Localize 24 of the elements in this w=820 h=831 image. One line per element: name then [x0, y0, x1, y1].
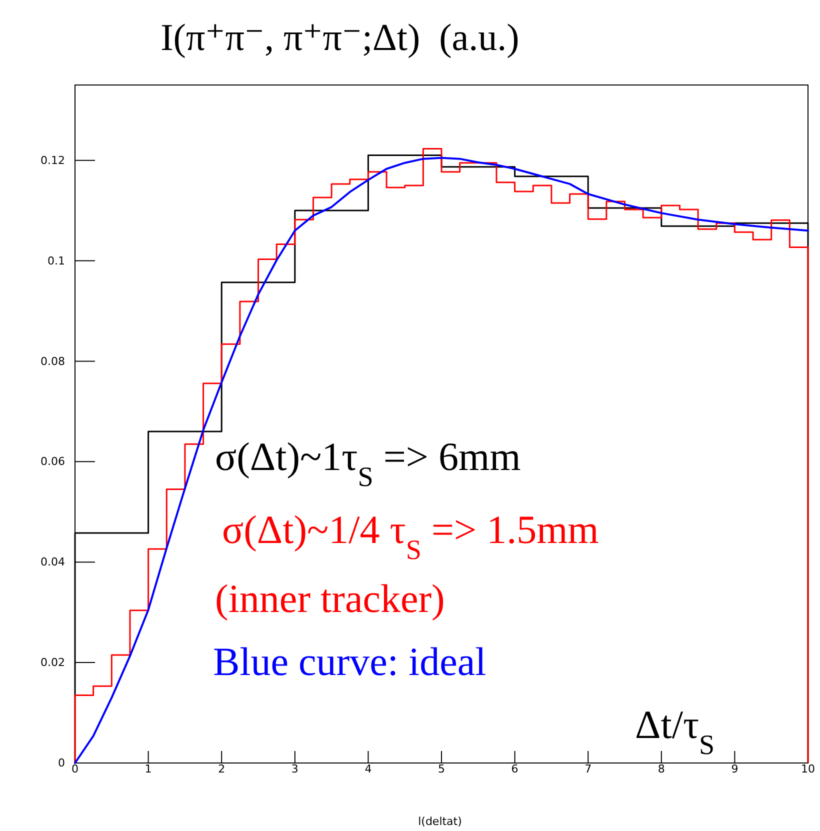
chart-title: I(π⁺π⁻, π⁺π⁻;Δt) (a.u.): [160, 17, 520, 59]
y-tick-label: 0.06: [40, 455, 65, 468]
y-tick-label: 0.04: [40, 556, 65, 569]
y-tick-label: 0.1: [48, 254, 65, 268]
annotation: σ(Δt)~1/4 τ$_{S}$ => 1.5mm: [222, 507, 599, 566]
y-tick-label: 0.08: [40, 354, 65, 368]
x-tick-label: 0: [72, 762, 78, 776]
annotation: Blue curve: ideal: [213, 639, 486, 684]
x-tick-label: 2: [218, 762, 226, 776]
x-tick-label: 10: [801, 762, 815, 776]
x-tick-label: 5: [438, 762, 445, 776]
x-tick-label: 4: [364, 762, 372, 776]
x-tick-label: 3: [291, 762, 298, 776]
y-tick-label: 0.02: [40, 656, 65, 670]
y-tick-label: 0.12: [40, 154, 65, 167]
x-tick-label: 9: [731, 762, 738, 776]
x-axis-title: l(deltat): [418, 815, 462, 828]
annotation: Δt/τ$_{S}$: [635, 702, 715, 760]
x-tick-label: 1: [144, 762, 152, 776]
annotation: σ(Δt)~1τ$_{S}$ => 6mm: [215, 434, 521, 492]
x-tick-label: 6: [511, 762, 518, 776]
x-tick-label: 7: [584, 762, 592, 776]
x-tick-label: 8: [658, 762, 665, 776]
annotation: (inner tracker): [215, 576, 445, 621]
